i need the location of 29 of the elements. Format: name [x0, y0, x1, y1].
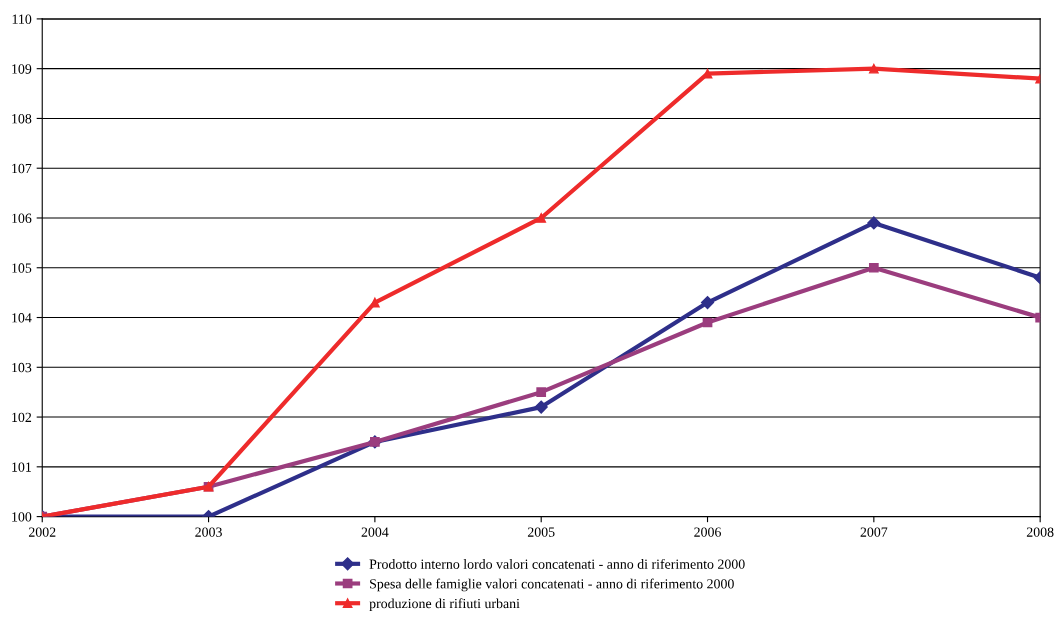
y-tick-label: 110	[12, 14, 32, 24]
point	[536, 213, 547, 223]
y-tick-label: 102	[12, 412, 32, 423]
x-tick-label: 2005	[527, 527, 555, 537]
legend-label: produzione di rifiuti urbani	[369, 598, 520, 612]
x-tick-label: 2004	[361, 527, 389, 537]
legend-label: Prodotto interno lordo valori concatenati - anno di riferimento 2000	[369, 558, 745, 569]
y-tick-label: 105	[12, 263, 32, 273]
y-tick-label: 100	[12, 512, 32, 522]
x-tick-label: 2003	[195, 527, 222, 537]
point	[534, 400, 548, 414]
point	[867, 216, 881, 230]
point	[536, 387, 547, 398]
x-tick-label: 2008	[1026, 527, 1054, 537]
y-tick-label: 104	[12, 313, 32, 323]
x-tick-label: 2007	[860, 527, 888, 537]
y-tick-label: 101	[12, 462, 31, 472]
y-tick-label: 108	[12, 114, 32, 124]
point	[868, 63, 879, 74]
point	[700, 296, 715, 310]
point	[868, 262, 879, 273]
x-tick-label: 2006	[694, 527, 721, 537]
y-tick-label: 106	[12, 213, 32, 223]
legend-label: Spesa delle famiglie valori concatenati - anno di riferimento 2000	[370, 578, 734, 592]
x-tick-label: 2002	[28, 527, 56, 537]
point	[370, 297, 380, 308]
y-tick-label: 109	[12, 64, 32, 74]
y-tick-label: 107	[12, 163, 32, 174]
y-tick-label: 103	[12, 362, 32, 373]
